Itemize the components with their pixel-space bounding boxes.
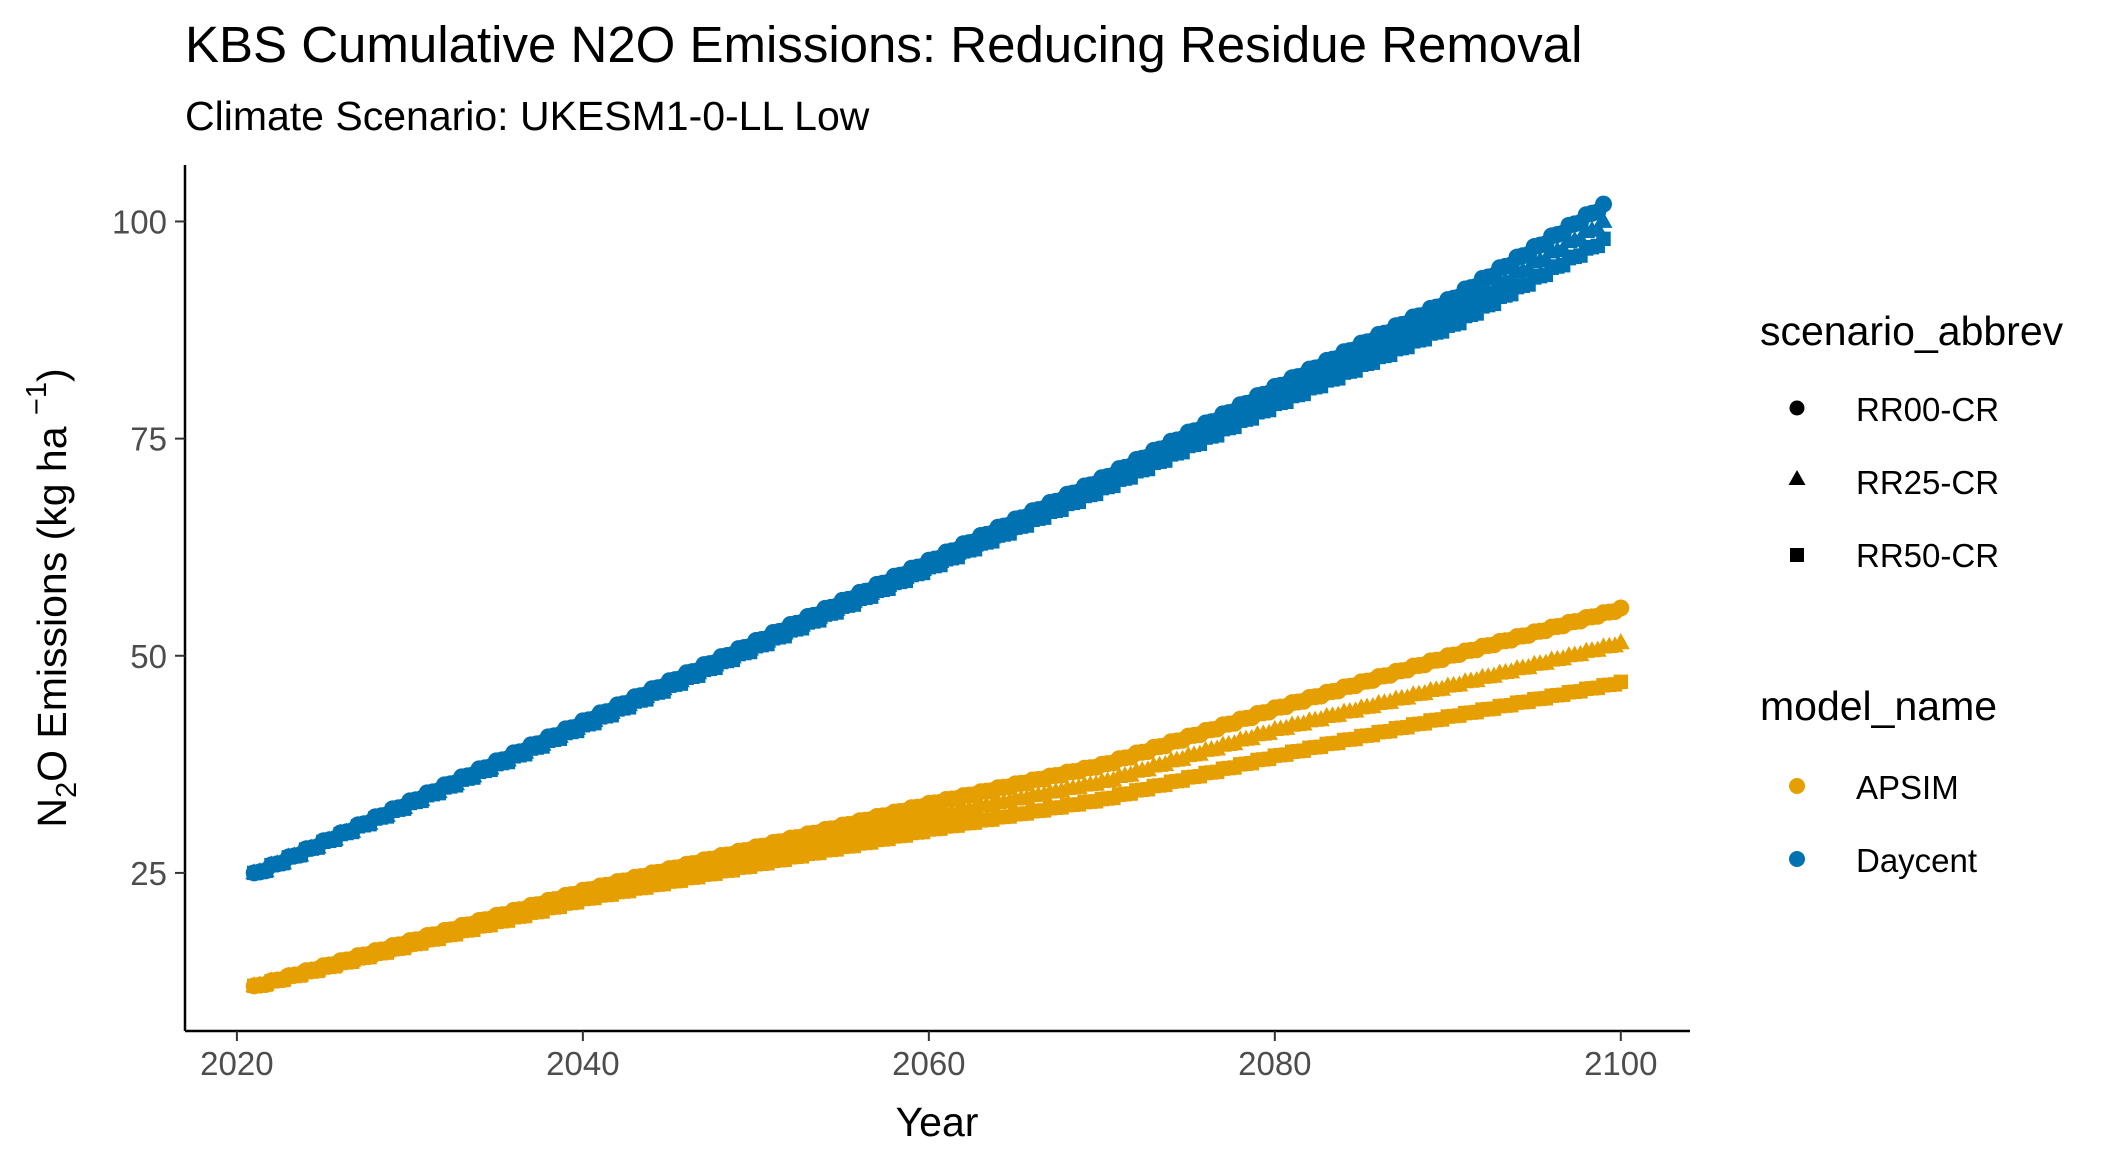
y-axis-title-superscript: −1 (21, 382, 53, 415)
y-axis-title: N2O Emissions (kg ha −1) (21, 368, 83, 827)
y-axis-title-suffix: ) (29, 368, 75, 382)
y-tick-label-0: 25 (130, 855, 167, 892)
legend-label-rr25: RR25-CR (1856, 464, 1999, 501)
point-daycent-rr00-cr-2099-0 (1595, 195, 1613, 213)
x-tick-label-4: 2100 (1584, 1045, 1657, 1082)
legend-key-daycent (1789, 851, 1805, 867)
y-tick-label-3: 100 (112, 203, 167, 240)
point-daycent-rr50-cr-2099-0 (1596, 231, 1611, 247)
legend-key-apsim (1789, 778, 1805, 794)
chart-subtitle: Climate Scenario: UKESM1-0-LL Low (185, 93, 870, 139)
point-daycent-rr25-cr-2099-0 (1594, 211, 1613, 228)
legend-shape-title: scenario_abbrev (1760, 308, 2064, 354)
legend-key-circle (1789, 400, 1805, 416)
chart-title: KBS Cumulative N2O Emissions: Reducing R… (185, 16, 1582, 73)
legend-key-triangle (1788, 470, 1806, 485)
series-apsim-rr50-cr (246, 674, 1629, 994)
legend-label-rr00: RR00-CR (1856, 391, 1999, 428)
y-tick-label-1: 50 (130, 638, 167, 675)
y-axis-title-subscript: 2 (51, 782, 83, 798)
point-apsim-rr25-cr-2100-0 (1611, 633, 1630, 650)
y-axis-title-middle: O Emissions (kg ha (29, 415, 75, 782)
series-daycent-rr50-cr (246, 231, 1611, 881)
point-apsim-rr50-cr-2100-0 (1613, 674, 1629, 690)
legend-label-apsim: APSIM (1856, 769, 1959, 806)
legend-label-rr50: RR50-CR (1856, 537, 1999, 574)
y-tick-label-2: 75 (130, 421, 167, 458)
x-tick-label-0: 2020 (200, 1045, 273, 1082)
plot-points (245, 195, 1630, 995)
x-tick-label-1: 2040 (546, 1045, 619, 1082)
axis-ticks: 2020 2040 2060 2080 2100 25 50 75 100 (112, 203, 1658, 1082)
x-tick-label-3: 2080 (1238, 1045, 1311, 1082)
legend-label-daycent: Daycent (1856, 842, 1977, 879)
point-apsim-rr00-cr-2100-0 (1612, 599, 1630, 617)
legend-key-square (1790, 548, 1804, 562)
legend-color-title: model_name (1760, 683, 1997, 729)
legend-color: model_name APSIM Daycent (1760, 683, 1997, 879)
x-tick-label-2: 2060 (892, 1045, 965, 1082)
y-axis-title-prefix: N (29, 798, 75, 828)
legend-shape: scenario_abbrev RR00-CR RR25-CR RR50-CR (1760, 308, 2064, 574)
x-axis-title: Year (896, 1099, 979, 1145)
